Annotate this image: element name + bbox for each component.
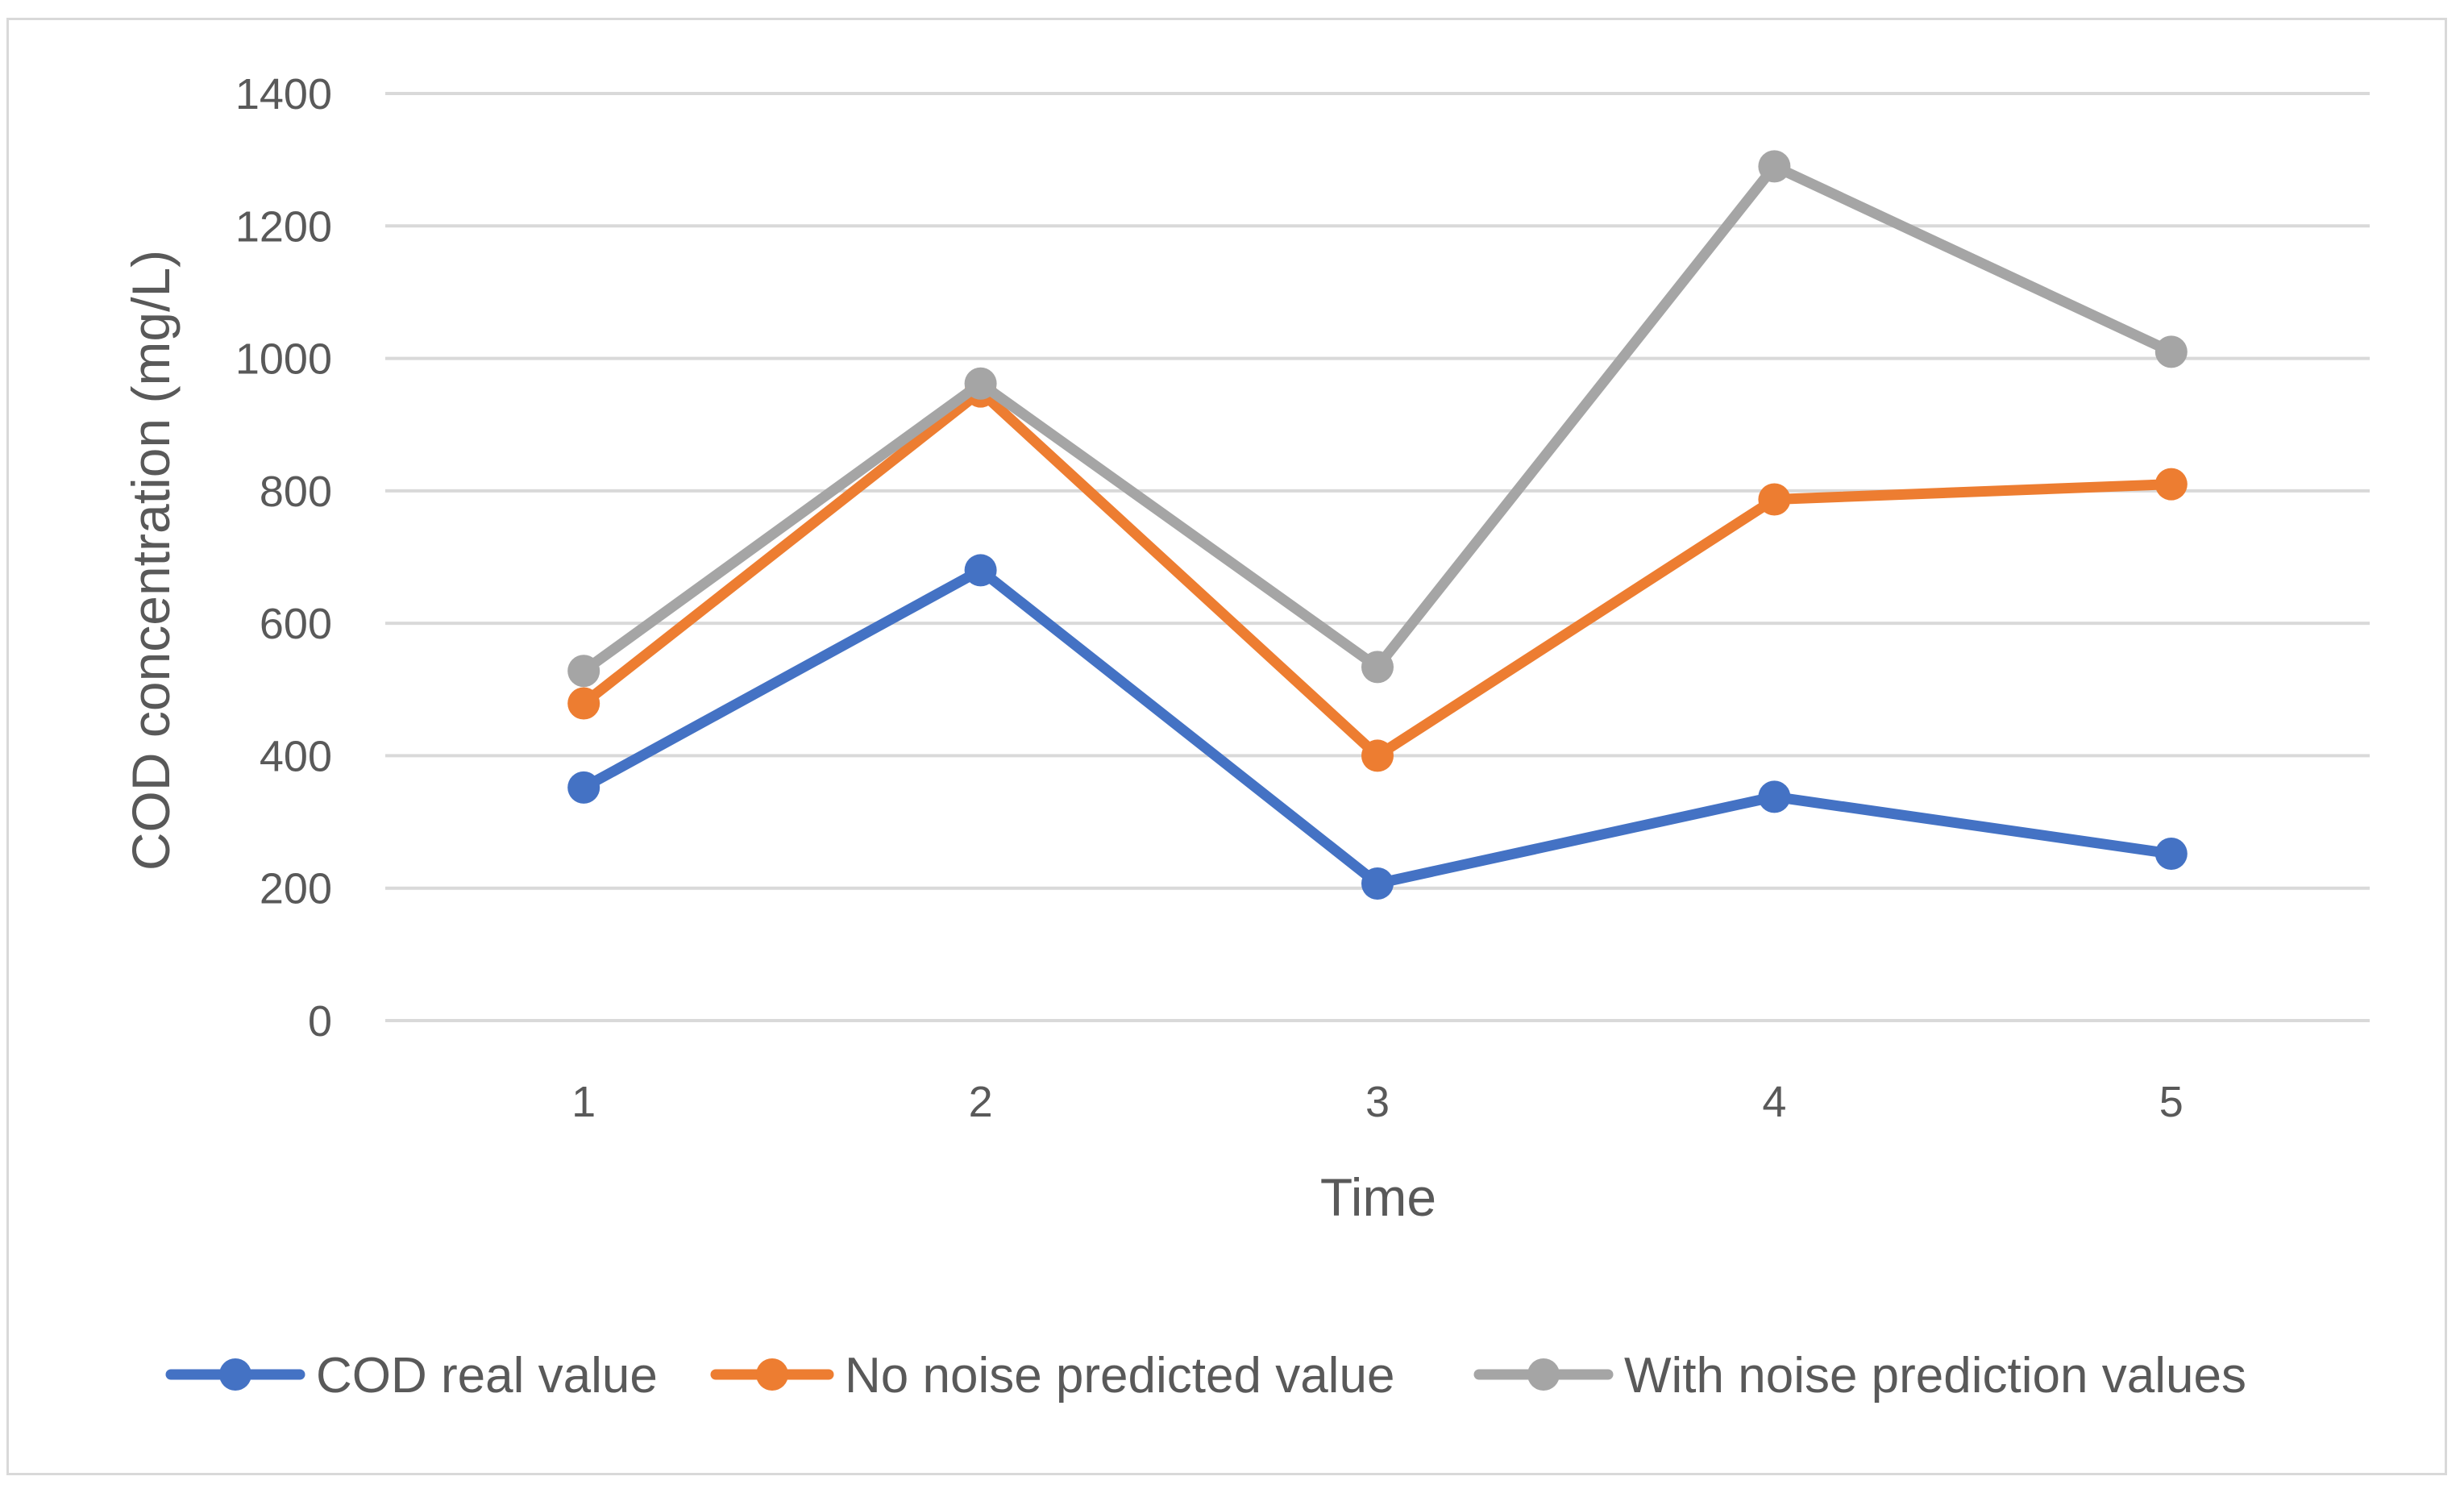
- legend-swatch-marker: [1527, 1358, 1560, 1391]
- data-point: [2154, 838, 2188, 870]
- series-1: [567, 554, 2188, 900]
- legend-label: No noise predicted value: [845, 1348, 1394, 1404]
- y-tick-label: 600: [260, 600, 332, 648]
- x-axis-ticks: 1 2 3 4 5: [571, 1078, 2184, 1126]
- legend-swatch-marker: [219, 1358, 251, 1391]
- data-point: [567, 655, 600, 688]
- legend-label: COD real value: [316, 1348, 658, 1404]
- y-axis-title: COD concentration (mg/L): [121, 250, 181, 871]
- legend: COD real value No noise predicted value Wi…: [165, 1348, 2246, 1404]
- x-tick-label: 1: [571, 1078, 596, 1126]
- y-tick-label: 1000: [235, 335, 332, 384]
- data-point: [1758, 780, 1791, 813]
- data-point: [1758, 483, 1791, 516]
- x-tick-label: 5: [2159, 1078, 2184, 1126]
- y-tick-label: 0: [308, 997, 332, 1046]
- series-3: [567, 150, 2188, 688]
- y-tick-label: 200: [260, 865, 332, 913]
- series-line: [578, 564, 2177, 889]
- data-point: [567, 687, 600, 720]
- gridlines: [385, 92, 2370, 1022]
- y-axis-ticks: 0 200 400 600 800 1000 1200 1400: [235, 70, 332, 1046]
- data-point: [1361, 867, 1394, 900]
- series-lines: [567, 150, 2188, 900]
- data-point: [2154, 468, 2188, 501]
- y-tick-label: 1200: [235, 202, 332, 251]
- data-point: [1361, 651, 1394, 684]
- legend-swatch-marker: [756, 1358, 788, 1391]
- data-point: [1361, 739, 1394, 772]
- y-tick-label: 400: [260, 732, 332, 780]
- series-line: [578, 386, 2177, 761]
- data-point: [2154, 335, 2188, 368]
- series-line: [578, 160, 2177, 676]
- legend-item: COD real value: [165, 1348, 658, 1404]
- x-tick-label: 4: [1762, 1078, 1786, 1126]
- legend-label: With noise prediction values: [1624, 1348, 2246, 1404]
- legend-item: No noise predicted value: [710, 1348, 1394, 1404]
- legend-item: With noise prediction values: [1473, 1348, 2246, 1404]
- data-point: [567, 771, 600, 804]
- x-axis-title: Time: [1320, 1167, 1436, 1227]
- data-point: [964, 367, 997, 400]
- data-point: [1758, 150, 1791, 183]
- x-tick-label: 2: [969, 1078, 993, 1126]
- series-2: [567, 375, 2188, 772]
- data-point: [964, 554, 997, 587]
- chart-frame: [6, 18, 2447, 1475]
- x-tick-label: 3: [1365, 1078, 1390, 1126]
- y-tick-label: 1400: [235, 70, 332, 119]
- y-tick-label: 800: [260, 468, 332, 516]
